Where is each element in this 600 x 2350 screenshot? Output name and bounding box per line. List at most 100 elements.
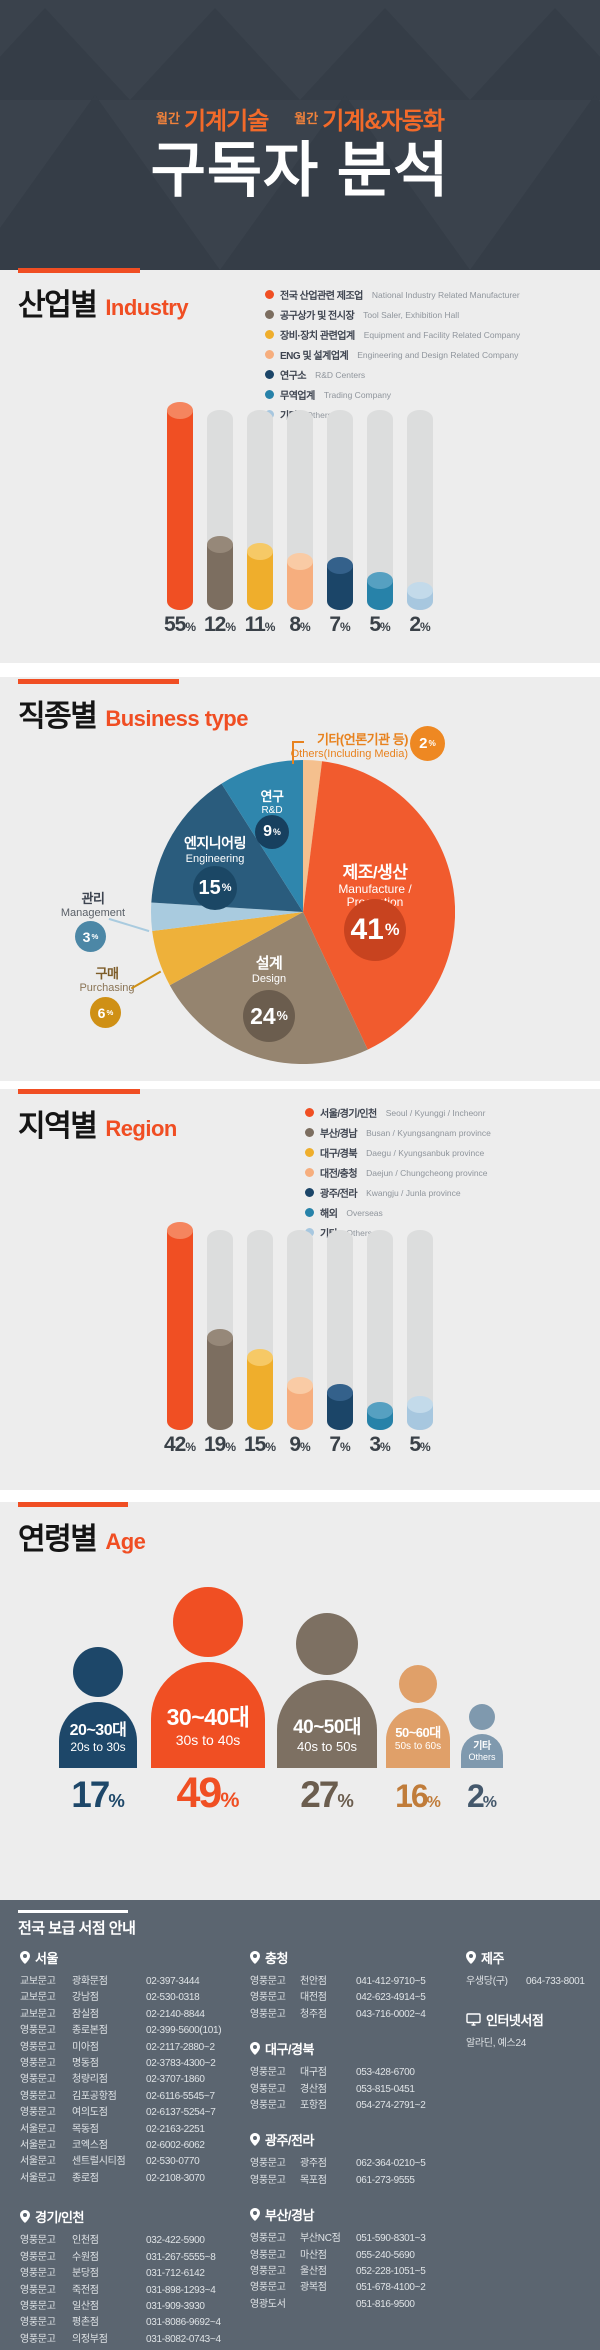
pie-value-rnd: 9% [255, 815, 289, 849]
bookstore-row: 영풍문고 포항점 054-274-2791~2 [250, 2100, 426, 2112]
bar-fill [287, 553, 313, 610]
legend-item: 해외 Overseas [305, 1205, 491, 1220]
legend-item: 부산/경남 Busan / Kyungsangnam province [305, 1125, 491, 1140]
bar-fill [327, 1384, 353, 1430]
legend-dot-icon [265, 310, 274, 319]
bar-fill [367, 1402, 393, 1430]
region-section-title: 지역별 Region [18, 1101, 177, 1145]
age-group-label: 20~30대 20s to 30s [69, 1722, 127, 1754]
industry-bar-values: 55% 12% 11% 8% 7% 5% 2% [160, 613, 440, 637]
region-header: 충청 [265, 1951, 288, 1966]
age-group-value: 2% [466, 1778, 498, 1814]
legend-label-en: Tool Saler, Exhibition Hall [363, 309, 460, 320]
bookstore-group-gyeonggi: 경기/인천 영풍문고 인천점 032-422-5900 영풍문고 수원점 031-267-… [20, 2207, 248, 2348]
pie-label-management: 관리 Management [60, 891, 126, 919]
legend-dot-icon [265, 370, 274, 379]
age-group-value: 17% [71, 1774, 125, 1815]
bookstore-row: 영풍문고 수원점 031-267-5555~8 [20, 2251, 216, 2263]
legend-dot-icon [305, 1148, 314, 1157]
triangle-pattern [0, 8, 600, 270]
bookstore-row: 영풍문고 평촌점 031-8086-9692~4 [20, 2317, 221, 2329]
person-body [386, 1708, 450, 1768]
pie-label-purchasing: 구매 Purchasing [79, 966, 135, 994]
bar [287, 410, 313, 610]
pie-value-management: 3% [75, 921, 106, 952]
business-accent-line [18, 679, 179, 684]
region-header: 서울 [35, 1951, 58, 1966]
legend-item: 서울/경기/인천 Seoul / Kyunggi / Incheonr [305, 1105, 491, 1120]
bar [407, 1230, 433, 1430]
age-group-value: 49% [176, 1769, 240, 1817]
bar [327, 1230, 353, 1430]
legend-label-en: Trading Company [323, 389, 392, 400]
person-body [59, 1702, 137, 1768]
others-callout-line [292, 741, 304, 764]
age-group-label: 40~50대 40s to 50s [293, 1717, 361, 1754]
bar-value-label: 15% [243, 1433, 277, 1456]
legend-label-en: R&D Centers [315, 369, 366, 380]
bookstore-row: 영풍문고 분당점 031-712-6142 [20, 2268, 205, 2280]
bar-value-label: 9% [289, 1433, 311, 1456]
legend-label-ko: 광주/전라 [320, 1189, 358, 1200]
bookstore-group-seoul: 서울 교보문고 광화문점 02-397-3444 교보문고 강남점 02-530-0318… [20, 1948, 248, 2187]
bar-value-label: 42% [163, 1433, 197, 1456]
business-title-ko: 직종별 [18, 700, 98, 733]
footer-title: 전국 보급 서점 안내 [18, 1920, 136, 1937]
section-divider [0, 1490, 600, 1502]
footer-column-1: 서울 교보문고 광화문점 02-397-3444 교보문고 강남점 02-530-0318… [20, 1948, 248, 2350]
pie-slice-others [303, 760, 323, 912]
legend-dot-icon [265, 330, 274, 339]
bar-value-label: 2% [409, 613, 431, 636]
legend-dot-icon [305, 1108, 314, 1117]
bar-value-label: 7% [329, 613, 351, 636]
bookstore-row: 서울문고 센트럴시티점 02-530-0770 [20, 2156, 200, 2168]
bar [327, 410, 353, 610]
bar [207, 1230, 233, 1430]
magazine2-name: 기계&자동화 [322, 108, 445, 135]
legend-label-ko: 장비·장치 관련업계 [280, 331, 355, 342]
legend-dot-icon [265, 350, 274, 359]
industry-title-en: Industry [105, 295, 189, 320]
age-title-en: Age [105, 1529, 146, 1554]
legend-label-en: Engineering and Design Related Company [357, 349, 519, 360]
pie-slice-design [169, 912, 368, 1064]
age-section-title: 연령별 Age [18, 1514, 146, 1558]
legend-item: 광주/전라 Kwangju / Junla province [305, 1185, 491, 1200]
bookstore-row: 영풍문고 김포공항점 02-6116-5545~7 [20, 2090, 215, 2102]
legend-label-ko: 공구상가 및 전시장 [280, 311, 355, 322]
bookstore-row: 영풍문고 부산NC점 051-590-8301~3 [250, 2233, 426, 2245]
legend-label-en: Kwangju / Junla province [366, 1187, 461, 1198]
bar [287, 1230, 313, 1430]
bookstore-row: 영풍문고 종로본점 02-399-5600(101) [20, 2025, 222, 2037]
age-group-label: 50~60대 50s to 60s [394, 1725, 442, 1752]
bookstore-group-daegu: 대구/경북 영풍문고 대구점 053-428-6700 영풍문고 경산점 053-815-… [250, 2039, 462, 2114]
legend-dot-icon [305, 1168, 314, 1177]
bookstore-row: 영풍문고 미아점 02-2117-2880~2 [20, 2041, 215, 2053]
person-body [277, 1680, 377, 1768]
bar-value-label: 11% [244, 613, 276, 636]
pie-slice-management [151, 902, 303, 932]
pie-slice-purchasing [152, 912, 303, 986]
magazine2-prefix: 월간 [294, 111, 319, 126]
age-title-ko: 연령별 [18, 1523, 98, 1556]
bookstore-row: 영풍문고 목포점 061-273-9555 [250, 2174, 415, 2186]
person-icon [399, 1665, 437, 1703]
bookstore-row: 영풍문고 명동점 02-3783-4300~2 [20, 2058, 216, 2070]
bookstore-row: 영풍문고 인천점 032-422-5900 [20, 2235, 205, 2247]
legend-item: 공구상가 및 전시장 Tool Saler, Exhibition Hall [265, 307, 520, 322]
bar-value-label: 19% [203, 1433, 237, 1456]
bar-fill [207, 1329, 233, 1430]
bar-fill [167, 402, 193, 610]
bar-value-label: 5% [409, 1433, 431, 1456]
region-header: 제주 [481, 1951, 504, 1966]
age-group-value: 16% [395, 1778, 441, 1814]
legend-item: 대구/경북 Daegu / Kyungsanbuk province [305, 1145, 491, 1160]
footer-column-3: 제주 우생당(구) 064-733-8001 인터넷서점 알라딘, 예스24 [466, 1948, 594, 2073]
legend-label-ko: 대전/충청 [320, 1169, 358, 1180]
industry-bar-chart [167, 402, 433, 610]
bookstore-group-jeju: 제주 우생당(구) 064-733-8001 [466, 1948, 594, 1990]
legend-label-en: Others [306, 409, 332, 420]
bookstore-row: 우생당(구) 064-733-8001 [466, 1976, 585, 1987]
bar [367, 1230, 393, 1430]
internet-stores-row: 알라딘, 예스24 [466, 2038, 526, 2050]
